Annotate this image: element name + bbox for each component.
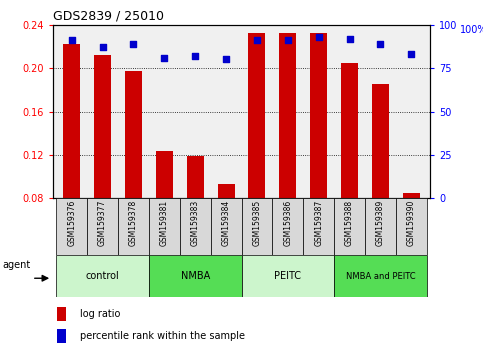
Point: [284, 38, 292, 43]
Bar: [272, 198, 303, 255]
Text: percentile rank within the sample: percentile rank within the sample: [80, 331, 244, 341]
Point: [99, 45, 106, 50]
Text: GSM159376: GSM159376: [67, 200, 76, 246]
Point: [346, 36, 354, 41]
Bar: [211, 198, 242, 255]
Point: [191, 53, 199, 59]
Bar: [242, 255, 334, 297]
Point: [129, 41, 137, 47]
Bar: [125, 72, 142, 285]
Text: GSM159389: GSM159389: [376, 200, 385, 246]
Bar: [118, 198, 149, 255]
Bar: [156, 150, 173, 285]
Bar: [94, 55, 111, 285]
Text: GSM159383: GSM159383: [191, 200, 199, 246]
Text: GSM159377: GSM159377: [98, 200, 107, 246]
Bar: [149, 255, 242, 297]
Text: GSM159390: GSM159390: [407, 200, 416, 246]
Bar: [57, 307, 66, 321]
Point: [315, 34, 323, 40]
Bar: [57, 329, 66, 343]
Text: agent: agent: [3, 261, 31, 270]
Text: GSM159384: GSM159384: [222, 200, 230, 246]
Bar: [341, 63, 358, 285]
Bar: [87, 198, 118, 255]
Bar: [217, 184, 235, 285]
Point: [408, 51, 415, 57]
Bar: [372, 84, 389, 285]
Bar: [403, 193, 420, 285]
Point: [377, 41, 384, 47]
Bar: [187, 156, 204, 285]
Bar: [396, 198, 427, 255]
Text: PEITC: PEITC: [274, 271, 301, 281]
Text: 100%: 100%: [460, 25, 483, 35]
Bar: [149, 198, 180, 255]
Point: [222, 57, 230, 62]
Text: log ratio: log ratio: [80, 309, 120, 319]
Bar: [303, 198, 334, 255]
Text: NMBA and PEITC: NMBA and PEITC: [346, 272, 415, 281]
Bar: [56, 255, 149, 297]
Text: control: control: [85, 271, 119, 281]
Point: [68, 38, 75, 43]
Text: GSM159386: GSM159386: [284, 200, 292, 246]
Bar: [334, 198, 365, 255]
Bar: [242, 198, 272, 255]
Text: GSM159387: GSM159387: [314, 200, 323, 246]
Point: [160, 55, 168, 61]
Text: GSM159381: GSM159381: [160, 200, 169, 246]
Text: GDS2839 / 25010: GDS2839 / 25010: [53, 9, 164, 22]
Bar: [180, 198, 211, 255]
Bar: [310, 33, 327, 285]
Bar: [334, 255, 427, 297]
Bar: [279, 33, 296, 285]
Bar: [63, 44, 80, 285]
Bar: [248, 33, 266, 285]
Text: NMBA: NMBA: [181, 271, 210, 281]
Bar: [56, 198, 87, 255]
Text: GSM159388: GSM159388: [345, 200, 354, 246]
Text: GSM159385: GSM159385: [253, 200, 261, 246]
Text: GSM159378: GSM159378: [129, 200, 138, 246]
Bar: [365, 198, 396, 255]
Point: [253, 38, 261, 43]
